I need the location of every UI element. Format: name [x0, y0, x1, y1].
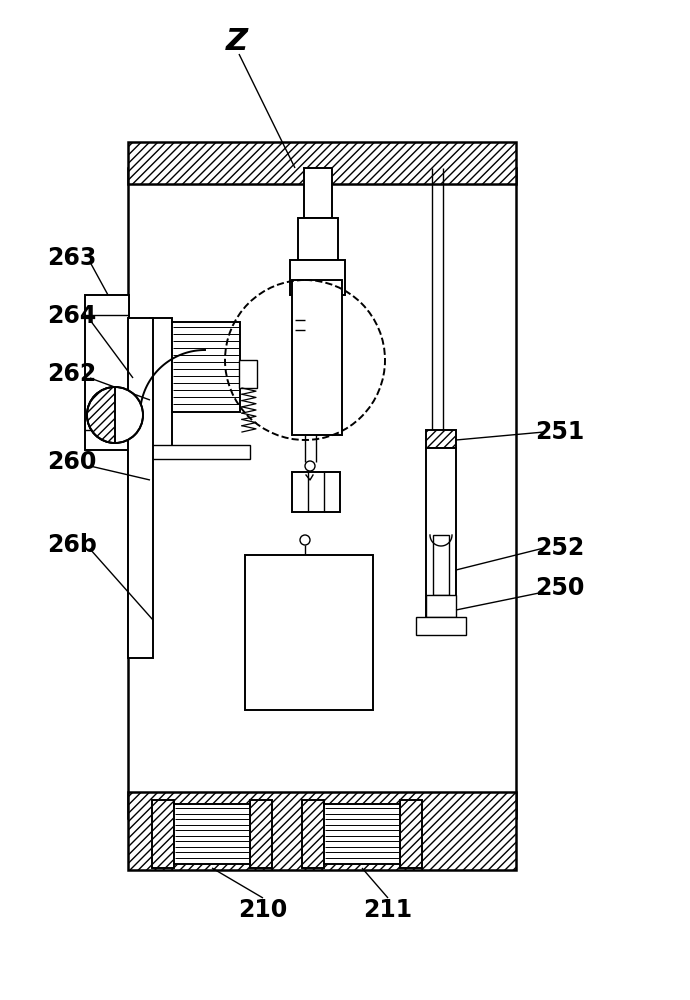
- Bar: [85, 295, 129, 450]
- Text: 26b: 26b: [47, 533, 97, 557]
- Bar: [290, 260, 345, 295]
- Bar: [250, 800, 272, 868]
- Bar: [150, 445, 250, 459]
- Bar: [128, 168, 516, 818]
- Text: Z: Z: [226, 27, 248, 56]
- Bar: [292, 280, 342, 435]
- Bar: [150, 318, 172, 448]
- Bar: [426, 448, 456, 618]
- Text: 260: 260: [48, 450, 97, 474]
- Bar: [128, 142, 516, 184]
- Text: 264: 264: [48, 304, 97, 328]
- Text: 250: 250: [535, 576, 584, 600]
- Bar: [292, 472, 340, 512]
- Bar: [426, 595, 456, 617]
- Bar: [324, 804, 400, 864]
- Circle shape: [87, 387, 143, 443]
- Bar: [239, 360, 257, 388]
- Bar: [152, 800, 174, 868]
- Bar: [172, 322, 240, 412]
- Text: 211: 211: [364, 898, 413, 922]
- Circle shape: [300, 535, 310, 545]
- Text: 262: 262: [48, 362, 97, 386]
- Bar: [426, 430, 456, 448]
- Bar: [416, 617, 466, 635]
- Text: 251: 251: [535, 420, 584, 444]
- Bar: [128, 792, 516, 870]
- Bar: [298, 218, 338, 260]
- Text: 210: 210: [238, 898, 288, 922]
- Bar: [128, 318, 153, 658]
- Wedge shape: [87, 387, 115, 443]
- Bar: [433, 535, 449, 595]
- Text: 263: 263: [48, 246, 97, 270]
- Bar: [304, 168, 332, 218]
- Text: 252: 252: [535, 536, 584, 560]
- Bar: [245, 555, 373, 710]
- Bar: [302, 800, 324, 868]
- Bar: [400, 800, 422, 868]
- Bar: [174, 804, 250, 864]
- Circle shape: [305, 461, 315, 471]
